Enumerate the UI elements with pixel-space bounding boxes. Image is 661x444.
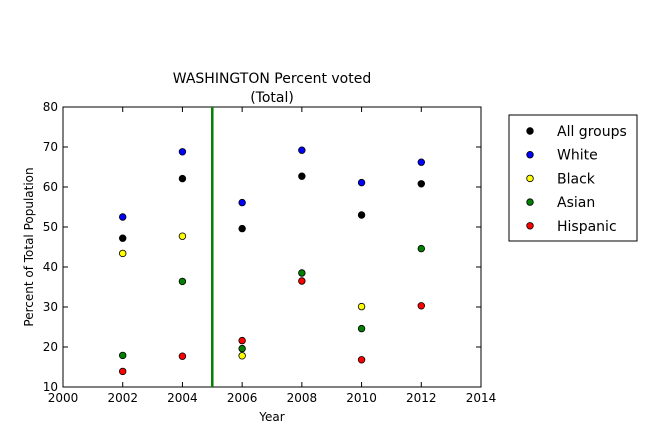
y-tick-label-7: 80 [43, 100, 58, 114]
x-axis-label: Year [258, 410, 284, 424]
point-asian-4 [357, 324, 366, 333]
point-white-3 [298, 146, 306, 154]
plot-frame [62, 106, 482, 388]
x-tick-label-0: 2000 [48, 391, 79, 405]
point-hispanic-1 [178, 352, 187, 360]
y-tick-label-3: 40 [43, 260, 58, 274]
point-asian-2 [238, 344, 246, 353]
legend-label-black: Black [557, 171, 596, 187]
point-asian-1 [178, 277, 187, 286]
point-all-groups-0 [119, 234, 127, 242]
point-white-4 [357, 178, 366, 187]
point-white-0 [119, 213, 127, 221]
point-asian-3 [298, 269, 306, 277]
y-tick-label-2: 30 [43, 300, 58, 314]
point-all-groups-5 [417, 180, 425, 188]
point-hispanic-5 [417, 302, 425, 310]
legend-marker-hispanic [526, 222, 534, 230]
legend-marker-black [526, 174, 534, 183]
x-tick-label-4: 2008 [287, 391, 318, 405]
point-all-groups-2 [238, 224, 246, 233]
point-white-1 [178, 148, 187, 156]
y-tick-label-0: 10 [43, 380, 58, 394]
x-tick-label-6: 2012 [406, 391, 437, 405]
point-all-groups-1 [178, 174, 187, 183]
chart-subtitle: (Total) [250, 90, 294, 106]
point-white-2 [238, 198, 246, 207]
legend-label-hispanic: Hispanic [557, 219, 617, 235]
plot-area: 2000 2002 2004 2006 2008 2010 2012 2014 10 20 30 40… [43, 100, 497, 405]
point-all-groups-3 [298, 172, 306, 180]
y-tick-label-5: 60 [43, 180, 58, 194]
point-hispanic-3 [298, 277, 306, 285]
legend-marker-white [526, 150, 534, 159]
legend-label-white: White [557, 148, 598, 164]
y-tick-label-1: 20 [43, 340, 58, 354]
y-tick-label-4: 50 [43, 220, 58, 234]
point-all-groups-4 [357, 211, 366, 219]
y-tick-label-6: 70 [43, 140, 58, 154]
point-hispanic-0 [119, 367, 127, 376]
y-axis-label: Percent of Total Population [22, 167, 36, 326]
legend: All groups White Black Asian Hispanic [508, 114, 638, 242]
chart-title: WASHINGTON Percent voted [173, 71, 371, 87]
x-tick-label-2: 2004 [167, 391, 198, 405]
point-hispanic-2 [238, 336, 246, 345]
x-tick-label-3: 2006 [227, 391, 258, 405]
point-white-5 [417, 158, 425, 166]
legend-marker-all-groups [526, 127, 534, 135]
x-tick-label-7: 2014 [466, 391, 497, 405]
legend-label-all-groups: All groups [557, 124, 627, 140]
point-black-3 [357, 302, 366, 311]
point-black-2 [238, 352, 246, 360]
point-asian-0 [119, 351, 127, 360]
legend-marker-asian [526, 198, 534, 206]
x-tick-label-1: 2002 [107, 391, 138, 405]
point-asian-5 [417, 244, 425, 253]
point-black-0 [119, 249, 127, 258]
legend-label-asian: Asian [557, 195, 595, 211]
point-hispanic-4 [357, 356, 366, 364]
x-tick-label-5: 2010 [346, 391, 377, 405]
point-black-1 [178, 232, 187, 240]
